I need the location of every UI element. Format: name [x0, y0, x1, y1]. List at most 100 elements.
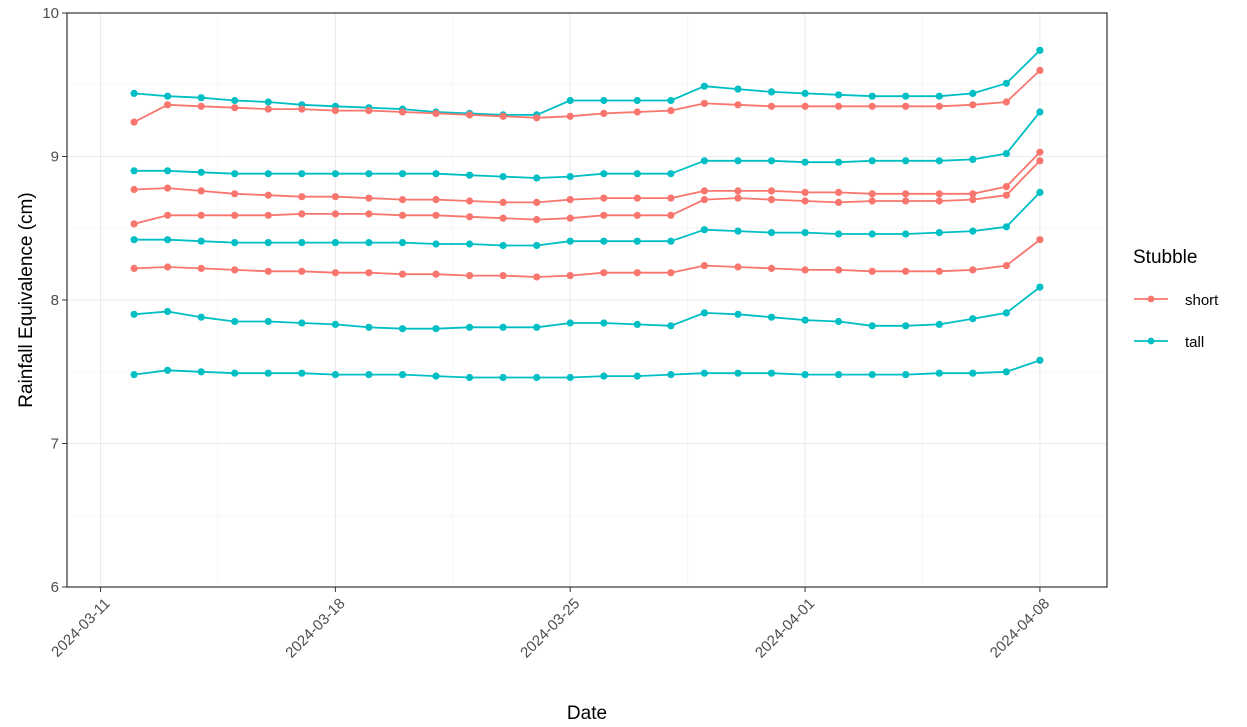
data-point-tall	[533, 174, 541, 182]
data-point-short	[935, 197, 943, 205]
data-point-tall	[902, 230, 910, 238]
data-point-short	[935, 190, 943, 198]
data-point-tall	[935, 92, 943, 100]
data-point-short	[331, 107, 339, 115]
data-point-short	[499, 214, 507, 222]
data-point-tall	[365, 239, 373, 247]
data-point-short	[566, 196, 574, 204]
legend-label-short: short	[1185, 292, 1219, 309]
data-point-short	[130, 185, 138, 194]
series-line-tall	[134, 286, 1041, 330]
series-tall-3	[130, 108, 1044, 182]
data-point-short	[1036, 148, 1044, 156]
data-point-short	[398, 108, 407, 116]
y-tick-label: 8	[51, 292, 59, 309]
data-point-tall	[868, 157, 876, 165]
data-point-short	[835, 102, 843, 110]
data-point-tall	[600, 237, 608, 245]
data-point-tall	[801, 89, 809, 97]
data-point-tall	[197, 168, 205, 176]
data-point-tall	[398, 239, 407, 247]
data-point-short	[432, 109, 440, 117]
data-point-tall	[1036, 188, 1044, 196]
data-point-tall	[935, 320, 943, 328]
data-point-short	[667, 194, 675, 202]
data-point-short	[231, 266, 239, 274]
data-point-tall	[801, 371, 809, 379]
data-point-short	[902, 190, 910, 198]
data-point-tall	[633, 170, 641, 178]
data-point-short	[499, 112, 507, 120]
x-tick-label: 2024-03-25	[517, 595, 583, 661]
data-point-tall	[667, 322, 675, 330]
x-tick-label: 2024-03-11	[48, 595, 113, 660]
data-point-tall	[969, 369, 977, 377]
data-point-short	[633, 211, 641, 219]
data-point-short	[734, 187, 742, 195]
data-point-tall	[130, 89, 138, 97]
data-point-short	[868, 267, 876, 275]
legend-key-point-short	[1147, 295, 1155, 303]
data-point-tall	[734, 85, 742, 93]
data-point-tall	[499, 323, 507, 331]
data-point-tall	[264, 98, 272, 106]
data-point-short	[432, 270, 440, 278]
data-point-short	[700, 99, 709, 107]
data-point-tall	[734, 310, 742, 318]
data-point-tall	[801, 158, 809, 166]
series-short-4	[130, 148, 1044, 206]
y-tick-label: 9	[51, 149, 59, 166]
data-point-tall	[331, 170, 339, 178]
data-point-short	[835, 266, 843, 274]
legend-key-point-tall	[1147, 337, 1155, 345]
data-point-short	[432, 196, 440, 204]
data-point-tall	[130, 236, 138, 244]
data-point-tall	[130, 310, 138, 318]
data-point-short	[365, 210, 373, 218]
data-point-tall	[700, 82, 709, 90]
data-point-tall	[633, 237, 641, 245]
x-axis-title: Date	[567, 703, 607, 724]
data-point-tall	[130, 371, 138, 379]
data-point-short	[264, 267, 272, 275]
series-tall-9	[130, 356, 1044, 382]
data-point-short	[700, 196, 709, 204]
data-point-short	[1036, 236, 1044, 244]
data-point-tall	[466, 323, 474, 331]
data-point-tall	[868, 322, 876, 330]
data-point-tall	[499, 173, 507, 181]
data-point-tall	[767, 313, 776, 321]
series-line-short	[134, 238, 1041, 278]
data-point-short	[600, 211, 608, 219]
data-point-short	[566, 272, 574, 280]
data-point-short	[231, 190, 239, 198]
data-point-tall	[1036, 46, 1044, 54]
data-point-tall	[533, 373, 541, 382]
series-line-tall	[133, 359, 1041, 379]
data-point-short	[533, 216, 541, 224]
legend-entry-short: short	[1134, 292, 1219, 309]
data-point-short	[365, 269, 373, 277]
data-point-short	[231, 104, 239, 112]
data-point-tall	[700, 309, 709, 317]
data-point-tall	[164, 236, 172, 244]
data-point-short	[298, 210, 306, 218]
data-point-tall	[767, 229, 776, 237]
data-point-tall	[566, 96, 574, 105]
legend-title: Stubble	[1133, 247, 1197, 268]
data-point-short	[868, 190, 876, 198]
data-point-short	[835, 198, 843, 206]
data-point-tall	[600, 96, 608, 105]
data-point-short	[398, 270, 407, 278]
data-point-short	[600, 269, 608, 277]
data-point-tall	[533, 241, 541, 250]
data-point-short	[935, 102, 943, 110]
data-point-short	[902, 197, 910, 205]
data-point-tall	[197, 237, 205, 245]
data-point-tall	[331, 371, 339, 379]
data-point-tall	[667, 96, 675, 105]
data-point-tall	[231, 317, 239, 326]
data-point-tall	[231, 96, 239, 105]
data-point-tall	[466, 171, 474, 179]
